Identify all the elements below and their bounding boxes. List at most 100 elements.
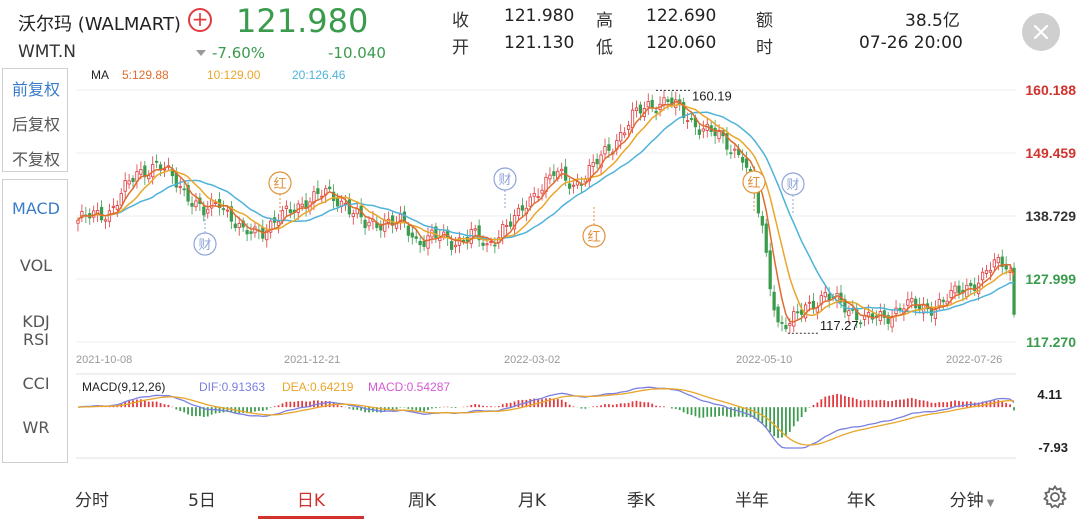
tab-minute-label: 分钟 <box>949 491 984 511</box>
candle-body <box>214 202 218 205</box>
candle-body <box>461 239 466 242</box>
event-marker-label: 财 <box>786 177 799 192</box>
tab-5day[interactable]: 5日 <box>188 491 216 511</box>
close-icon <box>1033 24 1049 40</box>
candle-body <box>225 209 230 212</box>
candle-body <box>237 223 241 228</box>
candle-body <box>508 221 513 227</box>
candle-body <box>717 131 721 140</box>
candle-body <box>733 148 737 151</box>
indicator-wr[interactable]: WR <box>22 418 50 437</box>
candle-body <box>453 244 458 248</box>
candle-body <box>607 144 611 151</box>
candle-body <box>894 307 898 315</box>
candle-body <box>741 156 745 163</box>
candle-body <box>650 99 654 109</box>
candle-body <box>127 180 131 185</box>
time-value: 07-26 20:00 <box>859 33 963 53</box>
candle-body <box>422 240 426 247</box>
high-value: 122.690 <box>646 6 717 26</box>
candle-body <box>988 269 993 273</box>
indicator-cci[interactable]: CCI <box>22 374 50 393</box>
gear-icon[interactable] <box>1042 484 1068 510</box>
x-tick-label: 2021-12-21 <box>284 354 340 366</box>
macd-y-tick: 4.11 <box>1037 387 1062 402</box>
candle-body <box>426 235 430 249</box>
candle-body <box>155 160 159 163</box>
candle-body <box>796 311 800 314</box>
candle-body <box>351 213 355 217</box>
event-marker <box>742 170 766 194</box>
candle-body <box>560 168 564 172</box>
adjust-forward[interactable]: 前复权 <box>11 80 60 99</box>
event-marker <box>781 172 805 196</box>
adjust-none[interactable]: 不复权 <box>11 150 60 169</box>
candle-body <box>520 205 525 211</box>
amount-value: 38.5亿 <box>905 11 960 31</box>
candle-body <box>890 315 894 328</box>
tab-daily-k[interactable]: 日K <box>296 491 326 511</box>
tab-halfyear-k[interactable]: 半年 <box>735 491 769 511</box>
indicator-kdj[interactable]: KDJ <box>22 312 50 331</box>
tab-quarterly-k[interactable]: 季K <box>626 491 656 511</box>
candle-body <box>245 230 249 235</box>
tab-weekly-k[interactable]: 周K <box>407 491 437 511</box>
y-tick-label: 127.999 <box>1025 271 1076 287</box>
candle-body <box>792 311 796 327</box>
candle-body <box>567 183 572 189</box>
candle-body <box>367 221 371 227</box>
close-button[interactable] <box>1022 13 1060 51</box>
tab-minute[interactable]: 分钟 ▼ <box>932 486 1012 511</box>
tab-intraday[interactable]: 分时 <box>75 491 109 511</box>
candle-body <box>638 104 643 114</box>
max-price-label: 160.19 <box>692 88 732 103</box>
candle-body <box>713 127 717 137</box>
event-marker-label: 红 <box>587 229 600 244</box>
indicator-vol[interactable]: VOL <box>19 256 53 275</box>
candle-body <box>552 171 556 176</box>
candle-body <box>847 310 851 316</box>
y-tick-label: 149.459 <box>1025 145 1076 161</box>
candle-body <box>599 154 603 168</box>
candle-body <box>418 240 422 246</box>
candle-body <box>111 205 115 208</box>
candle-body <box>996 257 1000 264</box>
candle-body <box>685 120 690 123</box>
macd-legend-title: MACD(9,12,26) <box>82 380 165 394</box>
tab-yearly-k[interactable]: 年K <box>846 491 876 511</box>
candle-body <box>768 250 772 290</box>
ma5-line <box>77 100 1015 323</box>
y-tick-label: 160.188 <box>1025 82 1076 98</box>
dea-line <box>77 388 1015 446</box>
indicator-rsi[interactable]: RSI <box>23 330 49 349</box>
candle-body <box>701 128 705 132</box>
candle-body <box>973 284 977 291</box>
adjust-backward[interactable]: 后复权 <box>11 115 60 134</box>
candle-body <box>619 131 623 142</box>
candle-body <box>697 129 702 135</box>
event-marker <box>582 224 606 248</box>
candle-body <box>729 152 733 155</box>
event-marker-label: 红 <box>747 175 760 190</box>
candle-body <box>646 101 650 108</box>
event-marker-label: 红 <box>273 176 286 191</box>
add-watchlist-icon[interactable]: + <box>188 8 212 32</box>
ma20-line <box>77 111 1015 314</box>
close-label: 收 <box>452 11 469 31</box>
kline-chart[interactable]: MA 5:129.88 10:129.00 20:126.46 160.188 149.4… <box>0 0 1080 470</box>
candle-body <box>591 162 595 167</box>
low-label: 低 <box>596 38 613 58</box>
candle-body <box>992 259 996 268</box>
candle-body <box>532 192 536 197</box>
indicator-macd[interactable]: MACD <box>12 199 60 218</box>
min-price-label: 117.27 <box>820 318 859 333</box>
candle-body <box>178 186 182 188</box>
tab-monthly-k[interactable]: 月K <box>517 491 547 511</box>
candle-body <box>501 224 505 239</box>
candle-body <box>634 107 639 111</box>
candle-body <box>186 185 190 202</box>
candle-body <box>288 209 292 214</box>
x-tick-label: 2022-07-26 <box>946 354 1002 366</box>
indicator-panel: MACD VOL KDJ RSI CCI WR <box>2 179 68 463</box>
candle-body <box>485 243 489 246</box>
